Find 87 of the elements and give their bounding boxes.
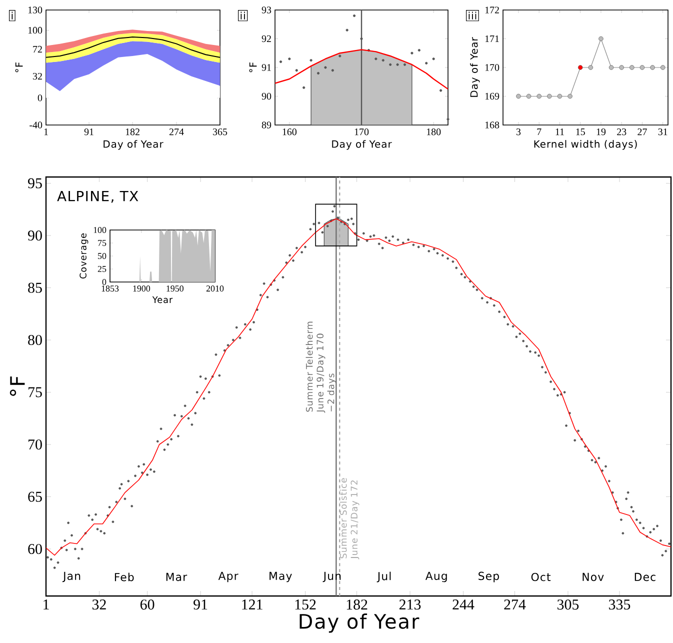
y-tick-label: 91 [262,64,271,71]
x-tick-label: 305 [557,600,579,610]
annotation: Jul [376,572,391,582]
y-axis-title: Coverage [80,233,88,279]
x-tick-label: 7 [537,128,542,136]
x-tick-label: 1950 [166,286,184,292]
x-tick-label: 1 [44,600,49,610]
x-tick-label: 60 [140,600,154,610]
annotation: Apr [218,572,238,582]
y-tick-label: 92 [262,35,271,42]
y-tick-label: -40 [30,122,42,128]
x-axis-title: Day of Year [332,140,392,150]
x-tick-label: 3 [516,128,521,136]
x-tick-label: 19 [596,128,606,136]
x-tick-label: 335 [609,600,630,610]
x-tick-label: 180 [426,128,441,136]
x-tick-label: 91 [194,600,208,610]
annotation: Dec [634,572,656,582]
text: ALPINE, TX [57,190,138,203]
y-tick-label: 169 [485,92,500,100]
y-tick-label: 168 [485,122,500,128]
annotation: Sep [478,572,499,582]
x-axis-title: Kernel width (days) [534,140,637,150]
y-tick-label: 100 [28,26,42,34]
y-tick-label: 65 [28,492,42,502]
y-axis-title: Day of Year [470,37,480,97]
x-tick-label: 2010 [206,286,224,292]
y-tick-label: 70 [28,439,42,450]
chart-title: i [12,12,13,20]
x-tick-label: 31 [658,128,668,136]
y-tick-label: 90 [262,92,272,100]
y-tick-label: 80 [28,334,42,346]
y-tick-label: 85 [28,282,42,293]
y-axis-title: °F [15,62,23,72]
x-tick-label: 213 [399,600,421,610]
ref-line-label: Summer Teletherm June 19/Day 170 −2 days [306,322,336,413]
y-tick-label: 25 [98,266,106,272]
x-tick-label: 121 [242,600,262,610]
x-tick-label: 365 [213,128,228,136]
y-tick-label: 75 [28,387,42,398]
x-axis-title: Day of Year [300,613,420,633]
y-axis-title: °F [249,62,257,72]
annotation: Oct [531,572,551,582]
x-tick-label: 152 [295,600,316,610]
y-tick-label: 172 [485,6,499,14]
annotation: May [270,572,292,582]
annotation: Aug [425,572,447,582]
x-tick-label: 11 [556,128,564,136]
x-axis-title: Year [152,296,173,304]
x-tick-label: 91 [84,128,94,136]
x-tick-label: 1 [44,128,48,136]
x-tick-label: 274 [504,600,526,610]
y-tick-label: 0 [38,94,42,102]
annotation: Feb [114,572,134,582]
y-tick-label: 93 [262,6,272,14]
x-axis-title: Day of Year [104,140,164,150]
chart-title: ii [240,12,245,20]
y-tick-label: 32 [33,72,42,80]
x-tick-label: 27 [638,128,647,136]
x-tick-label: 1900 [133,286,150,292]
y-tick-label: 95 [28,178,42,188]
y-tick-label: 0 [102,278,106,286]
y-axis-title: °F [10,376,25,396]
y-tick-label: 170 [485,64,500,71]
y-tick-label: 130 [28,6,42,14]
x-tick-label: 274 [169,128,184,136]
y-tick-label: 89 [262,122,272,128]
x-tick-label: 244 [452,600,474,610]
x-tick-label: 1853 [102,286,119,292]
x-tick-label: 15 [576,128,585,136]
y-tick-label: 90 [28,230,42,241]
annotation: Mar [166,572,188,582]
x-tick-label: 160 [282,128,297,136]
x-tick-label: 170 [354,128,369,136]
x-tick-label: 182 [346,600,368,610]
y-tick-label: 60 [28,544,42,554]
annotation: Nov [582,572,604,582]
y-tick-label: 100 [94,226,106,234]
chart-title: iii [468,12,476,20]
annotation: Jan [62,572,80,582]
y-tick-label: 171 [485,35,499,42]
ref-line-label: Summer Solstice June 21/Day 172 [340,478,360,560]
y-tick-label: 72 [33,46,42,53]
y-tick-label: 75 [98,240,106,246]
x-tick-label: 23 [617,128,626,136]
x-tick-label: 182 [126,128,140,136]
y-tick-label: 50 [98,252,106,260]
